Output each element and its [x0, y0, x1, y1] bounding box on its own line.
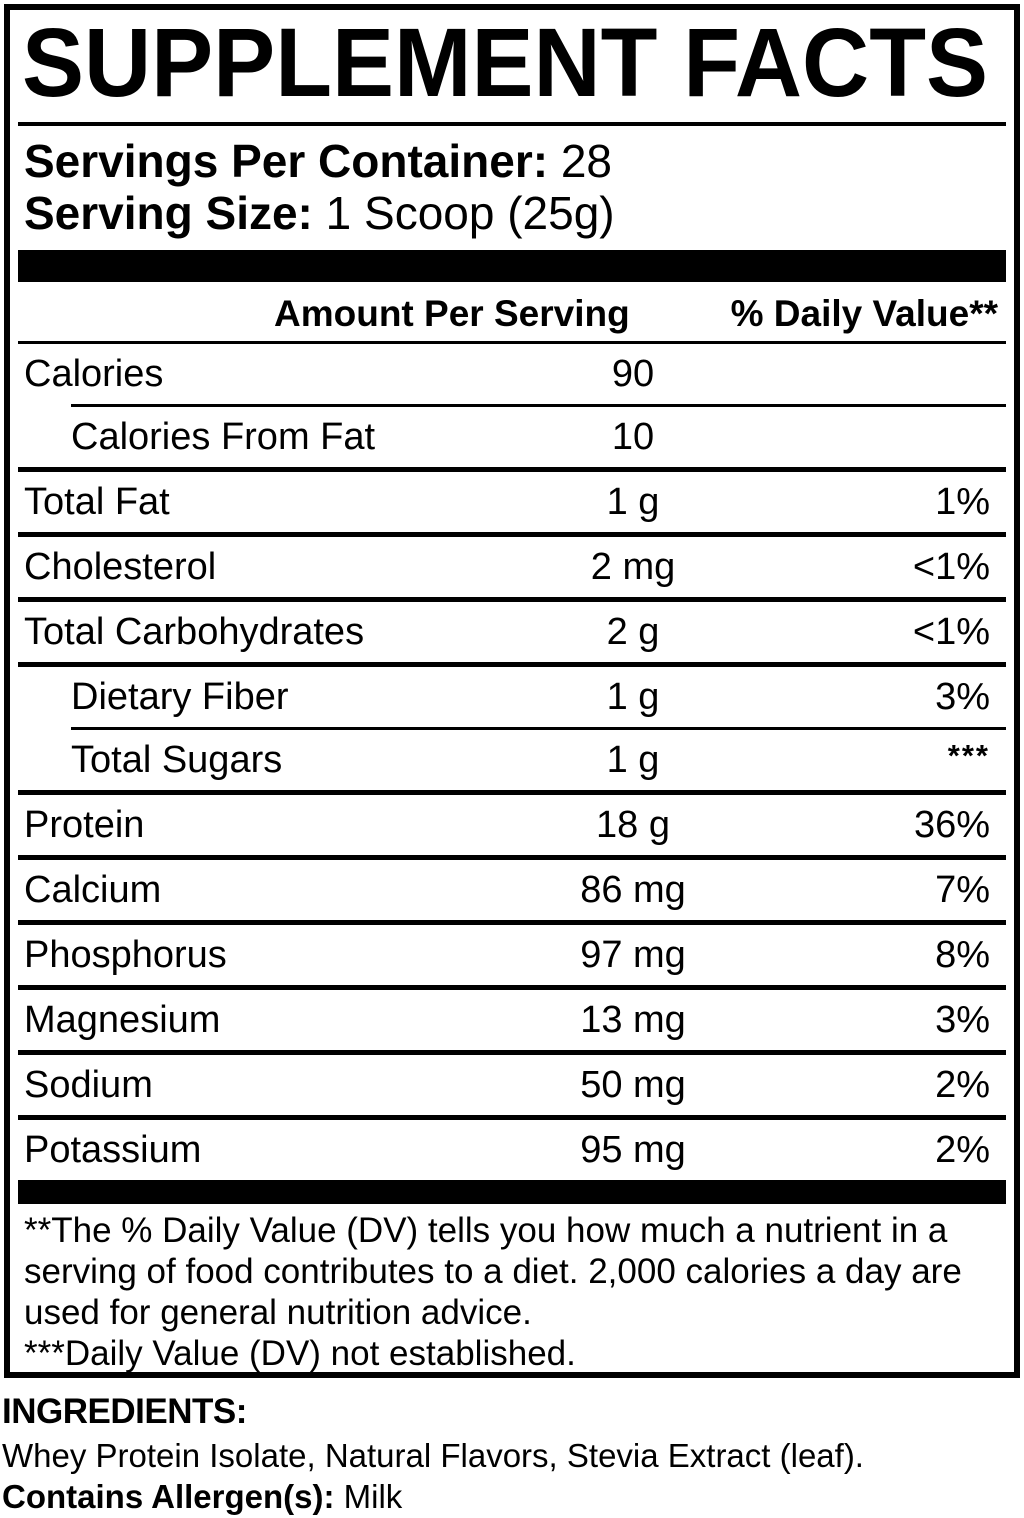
panel-title: SUPPLEMENT FACTS — [18, 10, 1006, 104]
nutrient-amount: 18 g — [596, 803, 670, 846]
nutrient-label: Sodium — [24, 1063, 153, 1106]
nutrient-label: Calories From Fat — [71, 415, 376, 458]
row-divider — [18, 467, 1006, 472]
ingredients-heading: INGREDIENTS: — [2, 1392, 247, 1431]
row-divider — [18, 855, 1006, 860]
nutrient-row: Cholesterol 2 mg <1% — [18, 537, 1006, 602]
row-divider — [18, 985, 1006, 990]
table-header-divider — [18, 341, 1006, 344]
nutrient-row: Total Fat 1 g 1% — [18, 472, 1006, 537]
panel-title-svg: SUPPLEMENT FACTS — [22, 24, 988, 104]
amount-per-serving-header: Amount Per Serving — [274, 292, 630, 334]
row-divider — [71, 727, 1006, 730]
serving-size-line: Serving Size: 1 Scoop (25g) — [24, 187, 1006, 239]
nutrient-label: Protein — [24, 803, 145, 846]
nutrient-label: Potassium — [24, 1128, 202, 1171]
nutrient-daily-value: 1% — [935, 480, 990, 523]
row-divider — [18, 790, 1006, 795]
serving-size-label: Serving Size: — [24, 187, 313, 239]
nutrient-row: Calories From Fat 10 — [18, 407, 1006, 472]
servings-per-container-label: Servings Per Container: — [24, 135, 549, 187]
servings-per-container-line: Servings Per Container: 28 — [24, 135, 1006, 187]
row-divider — [18, 597, 1006, 602]
nutrient-label: Calcium — [24, 868, 162, 911]
allergen-line: Contains Allergen(s): Milk — [2, 1477, 1018, 1517]
nutrient-row: Protein 18 g 36% — [18, 795, 1006, 860]
nutrient-amount: 1 g — [606, 480, 660, 523]
nutrient-label: Dietary Fiber — [71, 675, 289, 718]
nutrient-daily-value: 36% — [913, 803, 990, 846]
nutrient-row: Calories 90 — [18, 344, 1006, 407]
allergen-value: Milk — [343, 1478, 403, 1515]
nutrient-daily-value: <1% — [912, 610, 990, 653]
nutrient-amount: 86 mg — [580, 868, 686, 911]
nutrient-label: Total Sugars — [71, 738, 283, 781]
nutrient-daily-value: 3% — [935, 998, 990, 1041]
nutrient-amount: 97 mg — [580, 933, 686, 976]
nutrient-daily-value: 3% — [935, 675, 990, 718]
nutrient-label: Calories — [24, 352, 164, 395]
nutrient-row: Sodium 50 mg 2% — [18, 1055, 1006, 1120]
nutrient-amount: 2 g — [606, 610, 660, 653]
nutrient-amount: 95 mg — [580, 1128, 686, 1171]
title-divider — [18, 122, 1006, 126]
nutrient-row: Phosphorus 97 mg 8% — [18, 925, 1006, 990]
nutrient-row: Total Sugars 1 g *** — [18, 730, 1006, 795]
nutrient-daily-value: <1% — [912, 545, 990, 588]
supplement-facts-panel: SUPPLEMENT FACTS Servings Per Container:… — [4, 4, 1020, 1378]
not-established-footnote: ***Daily Value (DV) not established. — [24, 1334, 576, 1373]
nutrient-amount: 13 mg — [580, 998, 686, 1041]
nutrient-label: Total Carbohydrates — [24, 610, 365, 653]
nutrient-daily-value: 7% — [935, 868, 990, 911]
servings-per-container-value: 28 — [560, 135, 612, 187]
nutrient-label: Total Fat — [24, 480, 170, 523]
nutrient-amount: 50 mg — [580, 1063, 686, 1106]
panel-title-text: SUPPLEMENT FACTS — [22, 24, 988, 104]
footnotes: **The % Daily Value (DV) tells you how m… — [18, 1204, 1006, 1373]
nutrient-row: Potassium 95 mg 2% — [18, 1120, 1006, 1180]
section-divider-bar-bottom — [18, 1180, 1006, 1204]
nutrient-rows: Calories 90 Calories From Fat 10 Total F… — [18, 344, 1006, 1180]
nutrient-row: Dietary Fiber 1 g 3% — [18, 667, 1006, 730]
row-divider — [18, 662, 1006, 667]
nutrient-amount: 2 mg — [590, 545, 676, 588]
ingredients-section: INGREDIENTS: Whey Protein Isolate, Natur… — [0, 1389, 1018, 1517]
daily-value-header: % Daily Value** — [730, 292, 998, 334]
row-divider — [18, 1115, 1006, 1120]
table-header-row: Amount Per Serving % Daily Value** — [18, 286, 1006, 341]
row-divider — [18, 1050, 1006, 1055]
nutrient-label: Phosphorus — [24, 933, 227, 976]
nutrient-row: Magnesium 13 mg 3% — [18, 990, 1006, 1055]
nutrient-daily-value: 2% — [935, 1063, 990, 1106]
nutrient-amount: 1 g — [606, 738, 660, 781]
nutrient-label: Magnesium — [24, 998, 221, 1041]
row-divider — [18, 920, 1006, 925]
section-divider-bar-top — [18, 250, 1006, 282]
nutrient-daily-value: 2% — [935, 1128, 990, 1171]
nutrient-daily-value: *** — [947, 738, 990, 773]
nutrient-label: Cholesterol — [24, 545, 217, 588]
serving-info: Servings Per Container: 28 Serving Size:… — [18, 126, 1006, 239]
nutrient-row: Total Carbohydrates 2 g <1% — [18, 602, 1006, 667]
row-divider — [71, 404, 1006, 407]
allergen-label: Contains Allergen(s): — [2, 1478, 335, 1515]
nutrient-amount: 1 g — [606, 675, 660, 718]
row-divider — [18, 532, 1006, 537]
nutrient-daily-value: 8% — [935, 933, 990, 976]
daily-value-footnote: **The % Daily Value (DV) tells you how m… — [24, 1211, 962, 1332]
nutrient-amount: 90 — [611, 352, 655, 395]
ingredients-list: Whey Protein Isolate, Natural Flavors, S… — [2, 1437, 864, 1474]
nutrient-row: Calcium 86 mg 7% — [18, 860, 1006, 925]
nutrient-amount: 10 — [611, 415, 655, 458]
serving-size-value: 1 Scoop (25g) — [325, 187, 615, 239]
